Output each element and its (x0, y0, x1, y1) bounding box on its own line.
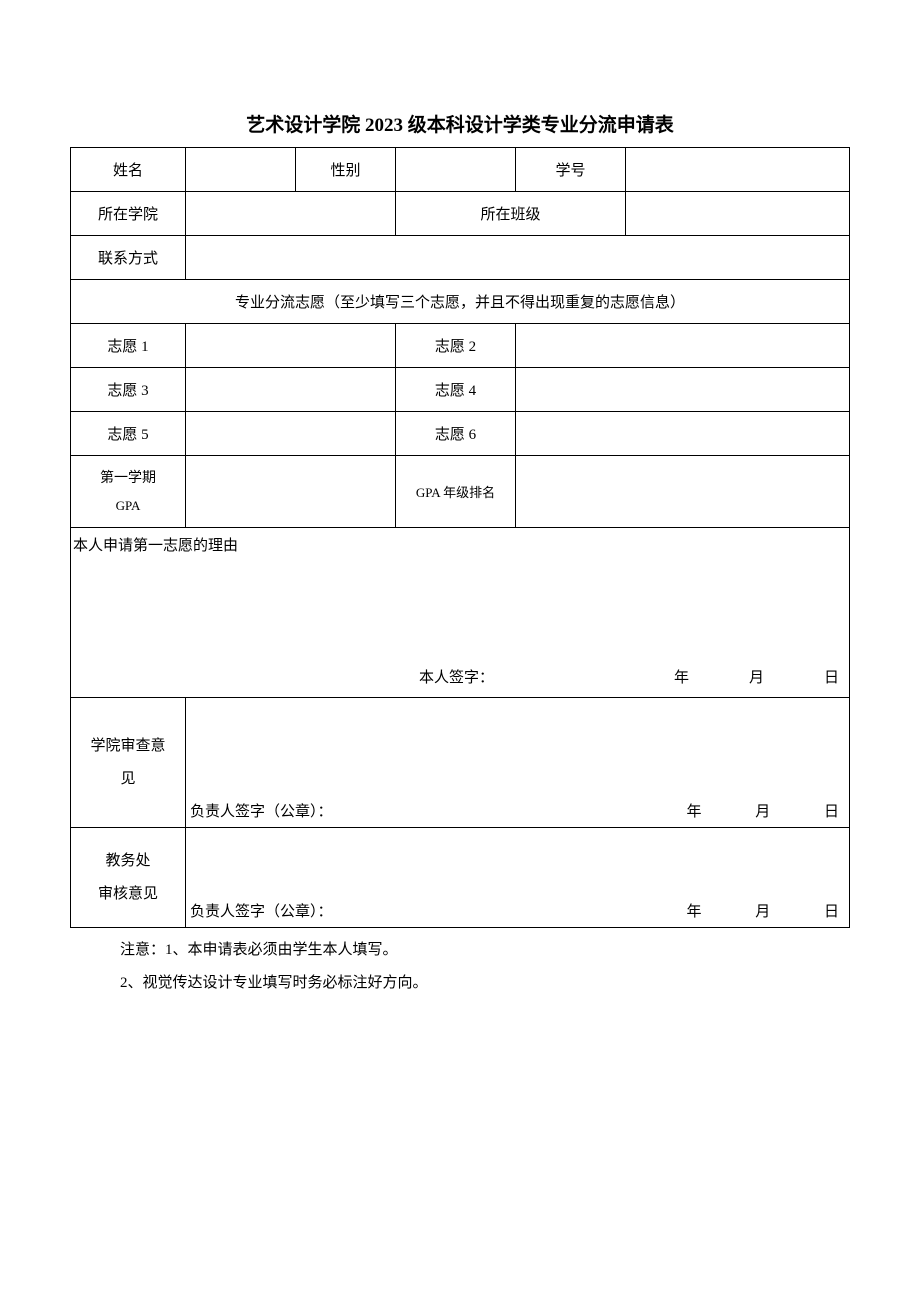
college-month: 月 (755, 800, 770, 821)
label-pref2: 志愿 2 (396, 324, 516, 368)
label-pref5: 志愿 5 (71, 412, 186, 456)
row-contact: 联系方式 (71, 236, 850, 280)
college-review-content[interactable]: 负责人签字（公章）： 年 月 日 (186, 698, 850, 828)
value-contact[interactable] (186, 236, 850, 280)
form-title: 艺术设计学院 2023 级本科设计学类专业分流申请表 (70, 110, 850, 137)
label-gpa: 第一学期 GPA (71, 456, 186, 528)
college-review-date: 年 月 日 (686, 800, 839, 821)
reason-label: 本人申请第一志愿的理由 (71, 534, 849, 555)
value-pref4[interactable] (516, 368, 850, 412)
value-pref1[interactable] (186, 324, 396, 368)
row-college-class: 所在学院 所在班级 (71, 192, 850, 236)
value-gpa-rank[interactable] (516, 456, 850, 528)
value-pref6[interactable] (516, 412, 850, 456)
reason-cell[interactable]: 本人申请第一志愿的理由 本人签字： 年 月 日 (71, 528, 850, 698)
label-gpa-rank: GPA 年级排名 (396, 456, 516, 528)
self-sign-day: 日 (824, 666, 839, 687)
label-college: 所在学院 (71, 192, 186, 236)
college-review-l1: 学院审查意 (71, 730, 185, 763)
label-class: 所在班级 (396, 192, 626, 236)
office-month: 月 (755, 900, 770, 921)
self-sign-year: 年 (674, 666, 689, 687)
row-pref-3-4: 志愿 3 志愿 4 (71, 368, 850, 412)
college-official-sign: 负责人签字（公章）： (190, 800, 333, 821)
label-student-id: 学号 (516, 148, 626, 192)
row-basic-info: 姓名 性别 学号 (71, 148, 850, 192)
label-pref3: 志愿 3 (71, 368, 186, 412)
row-office-review: 教务处 审核意见 负责人签字（公章）： 年 月 日 (71, 828, 850, 928)
row-pref-header: 专业分流志愿（至少填写三个志愿，并且不得出现重复的志愿信息） (71, 280, 850, 324)
label-office-review: 教务处 审核意见 (71, 828, 186, 928)
row-gpa: 第一学期 GPA GPA 年级排名 (71, 456, 850, 528)
note-2: 2、视觉传达设计专业填写时务必标注好方向。 (120, 967, 850, 1000)
value-college[interactable] (186, 192, 396, 236)
value-pref3[interactable] (186, 368, 396, 412)
value-class[interactable] (626, 192, 850, 236)
row-college-review: 学院审查意 见 负责人签字（公章）： 年 月 日 (71, 698, 850, 828)
label-contact: 联系方式 (71, 236, 186, 280)
label-pref6: 志愿 6 (396, 412, 516, 456)
office-year: 年 (686, 900, 701, 921)
college-review-l2: 见 (71, 763, 185, 796)
value-pref2[interactable] (516, 324, 850, 368)
office-review-content[interactable]: 负责人签字（公章）： 年 月 日 (186, 828, 850, 928)
office-review-l2: 审核意见 (71, 878, 185, 911)
self-sign-label: 本人签字： (419, 666, 494, 687)
college-year: 年 (686, 800, 701, 821)
value-gender[interactable] (396, 148, 516, 192)
label-pref4: 志愿 4 (396, 368, 516, 412)
office-official-sign: 负责人签字（公章）： (190, 900, 333, 921)
pref-header: 专业分流志愿（至少填写三个志愿，并且不得出现重复的志愿信息） (71, 280, 850, 324)
gpa-line2: GPA (71, 493, 185, 519)
value-name[interactable] (186, 148, 296, 192)
office-review-l1: 教务处 (71, 845, 185, 878)
row-pref-1-2: 志愿 1 志愿 2 (71, 324, 850, 368)
self-sign-month: 月 (749, 666, 764, 687)
self-sign-line: 本人签字： 年 月 日 (71, 666, 849, 697)
gpa-line1: 第一学期 (71, 465, 185, 493)
application-form-table: 姓名 性别 学号 所在学院 所在班级 联系方式 专业分流志愿（至少填写三个志愿，… (70, 147, 850, 928)
value-student-id[interactable] (626, 148, 850, 192)
value-pref5[interactable] (186, 412, 396, 456)
value-gpa[interactable] (186, 456, 396, 528)
office-day: 日 (824, 900, 839, 921)
label-pref1: 志愿 1 (71, 324, 186, 368)
row-reason: 本人申请第一志愿的理由 本人签字： 年 月 日 (71, 528, 850, 698)
college-day: 日 (824, 800, 839, 821)
office-review-date: 年 月 日 (686, 900, 839, 921)
label-name: 姓名 (71, 148, 186, 192)
row-pref-5-6: 志愿 5 志愿 6 (71, 412, 850, 456)
notes-section: 注意：1、本申请表必须由学生本人填写。 2、视觉传达设计专业填写时务必标注好方向… (70, 934, 850, 1000)
label-college-review: 学院审查意 见 (71, 698, 186, 828)
label-gender: 性别 (296, 148, 396, 192)
note-1: 注意：1、本申请表必须由学生本人填写。 (120, 934, 850, 967)
